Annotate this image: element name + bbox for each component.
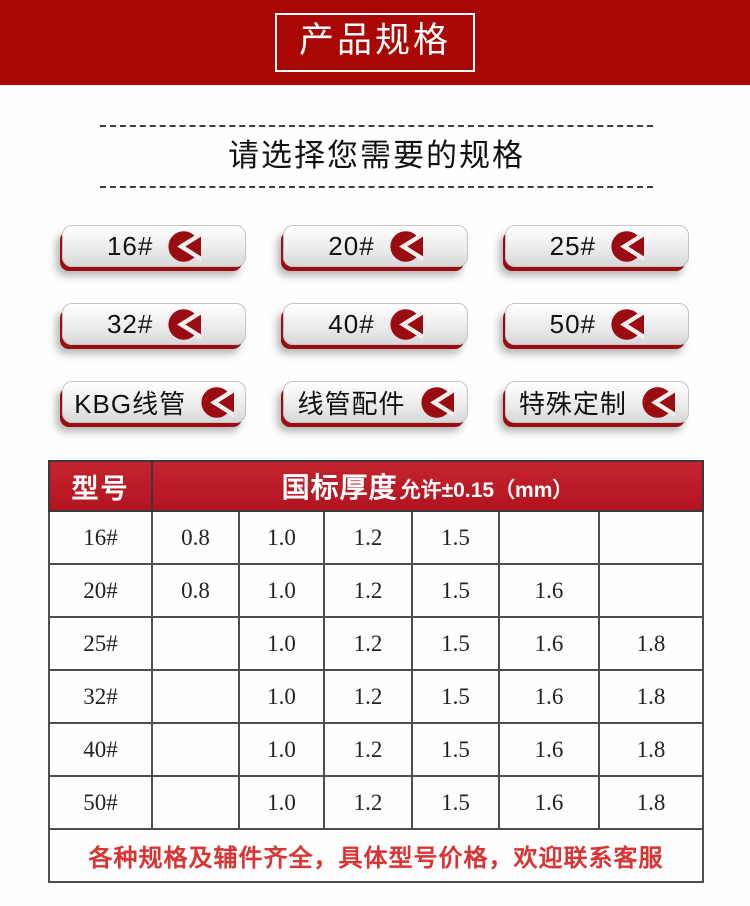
- thickness-cell: 1.0: [238, 722, 325, 777]
- thickness-cell: 1.6: [498, 722, 600, 777]
- thickness-cell: [151, 722, 240, 777]
- spec-button-custom[interactable]: 特殊定制: [504, 381, 689, 423]
- thickness-cell: 1.5: [411, 510, 500, 565]
- title-frame: 产品规格: [274, 13, 475, 72]
- thickness-cell: 1.6: [498, 563, 600, 618]
- table-header-row: 型号 国标厚度允许±0.15（mm）: [48, 460, 705, 512]
- thickness-cell: 1.8: [597, 616, 705, 671]
- spec-button-16[interactable]: 16#: [62, 225, 247, 267]
- thickness-cell: 1.0: [238, 616, 325, 671]
- spec-button-label: 25#: [549, 230, 597, 261]
- column-header-thickness: 国标厚度允许±0.15（mm）: [150, 460, 705, 512]
- pie-icon: [611, 230, 645, 263]
- model-cell: 25#: [48, 616, 153, 671]
- table-row: 16# 0.8 1.0 1.2 1.5: [48, 510, 705, 565]
- pie-icon: [390, 308, 423, 341]
- spec-button-40[interactable]: 40#: [283, 303, 468, 345]
- dashed-divider-top: [100, 125, 653, 127]
- thickness-cell: 1.2: [323, 722, 413, 777]
- thickness-table: 型号 国标厚度允许±0.15（mm） 16# 0.8 1.0 1.2 1.5 2…: [47, 460, 705, 883]
- spec-button-kbg-conduit[interactable]: KBG线管: [62, 381, 247, 423]
- spec-button-20[interactable]: 20#: [283, 225, 468, 267]
- spec-button-label: 20#: [328, 230, 375, 261]
- pie-icon: [611, 308, 645, 341]
- table-footer-row: 各种规格及辅件齐全，具体型号价格，欢迎联系客服: [47, 828, 705, 883]
- model-cell: 32#: [48, 669, 153, 724]
- thickness-cell: 1.0: [238, 669, 325, 724]
- thickness-cell: [151, 669, 240, 724]
- thickness-cell: 0.8: [151, 563, 240, 618]
- spec-button-25[interactable]: 25#: [504, 225, 689, 267]
- dashed-divider-bottom: [100, 186, 653, 188]
- thickness-cell: 1.5: [411, 722, 500, 777]
- thickness-cell: [498, 510, 600, 565]
- table-row: 50# 1.0 1.2 1.5 1.6 1.8: [48, 775, 705, 830]
- thickness-cell: [597, 563, 705, 618]
- thickness-cell: 1.5: [411, 616, 500, 671]
- thickness-cell: [151, 775, 240, 830]
- model-cell: 16#: [48, 510, 153, 565]
- thickness-cell: 1.5: [411, 563, 500, 618]
- table-row: 32# 1.0 1.2 1.5 1.6 1.8: [48, 669, 705, 724]
- header-banner: 产品规格: [0, 0, 750, 85]
- spec-button-conduit-fittings[interactable]: 线管配件: [283, 381, 468, 423]
- pie-icon: [642, 386, 675, 419]
- spec-button-label: 40#: [328, 308, 375, 339]
- spec-button-grid: 16# 20# 25# 32# 40# 50# KBG线管: [62, 225, 689, 423]
- pie-icon: [168, 308, 202, 341]
- choose-spec-title: 请选择您需要的规格: [228, 138, 525, 173]
- thickness-cell: 1.5: [411, 669, 500, 724]
- thickness-cell: 1.0: [238, 563, 325, 618]
- thickness-header-main: 国标厚度: [281, 472, 398, 503]
- table-row: 20# 0.8 1.0 1.2 1.5 1.6: [48, 563, 705, 618]
- thickness-header-tolerance: 允许±0.15（mm）: [399, 479, 574, 502]
- page-title: 产品规格: [298, 21, 451, 61]
- thickness-cell: 1.2: [323, 775, 413, 830]
- spec-button-50[interactable]: 50#: [504, 303, 689, 345]
- thickness-cell: 1.8: [597, 775, 705, 830]
- table-row: 25# 1.0 1.2 1.5 1.6 1.8: [48, 616, 705, 671]
- thickness-cell: 1.8: [597, 669, 705, 724]
- thickness-cell: 1.0: [238, 775, 325, 830]
- choose-spec-section: 请选择您需要的规格: [100, 125, 653, 188]
- spec-button-label: 特殊定制: [518, 388, 627, 419]
- column-header-model: 型号: [48, 460, 153, 512]
- thickness-cell: 1.5: [411, 775, 500, 830]
- thickness-cell: 1.2: [323, 669, 413, 724]
- thickness-cell: 1.8: [597, 722, 705, 777]
- spec-button-label: 线管配件: [297, 388, 406, 419]
- thickness-cell: 1.2: [323, 510, 413, 565]
- thickness-cell: 1.6: [498, 616, 600, 671]
- spec-button-label: KBG线管: [74, 388, 187, 419]
- thickness-cell: 1.0: [238, 510, 325, 565]
- spec-button-label: 32#: [106, 308, 154, 339]
- thickness-cell: 1.2: [323, 616, 413, 671]
- spec-button-label: 50#: [549, 308, 597, 339]
- thickness-cell: [151, 616, 240, 671]
- model-cell: 40#: [48, 722, 153, 777]
- thickness-cell: [597, 510, 705, 565]
- pie-icon: [420, 386, 454, 419]
- thickness-cell: 1.6: [498, 669, 600, 724]
- pie-icon: [168, 230, 202, 263]
- model-cell: 20#: [48, 563, 153, 618]
- contact-service-note: 各种规格及辅件齐全，具体型号价格，欢迎联系客服: [47, 828, 705, 883]
- thickness-cell: 1.6: [498, 775, 600, 830]
- thickness-cell: 0.8: [151, 510, 240, 565]
- pie-icon: [201, 386, 235, 419]
- model-cell: 50#: [48, 775, 153, 830]
- thickness-cell: 1.2: [323, 563, 413, 618]
- spec-button-32[interactable]: 32#: [62, 303, 247, 345]
- spec-button-label: 16#: [106, 230, 154, 261]
- pie-icon: [390, 230, 423, 263]
- table-row: 40# 1.0 1.2 1.5 1.6 1.8: [48, 722, 705, 777]
